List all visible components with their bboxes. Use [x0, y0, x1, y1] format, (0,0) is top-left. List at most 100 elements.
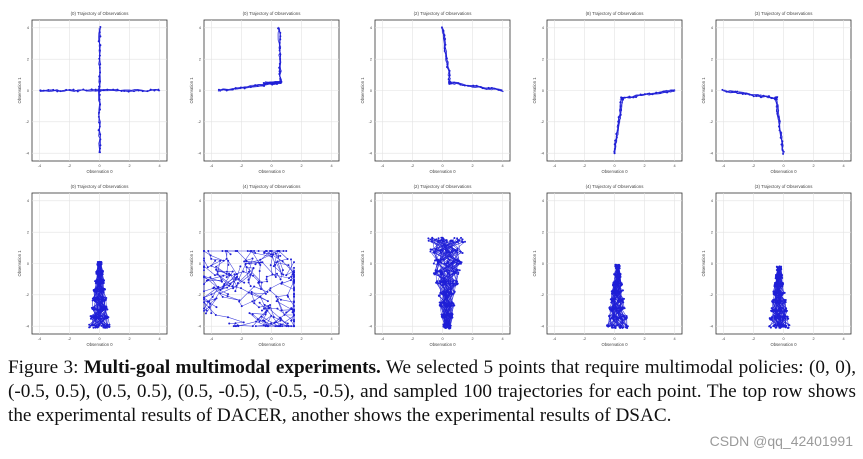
trajectory-point — [105, 305, 108, 308]
trajectory-point — [624, 326, 627, 329]
trajectory-series — [88, 260, 111, 329]
y-axis-label: Observation 1 — [17, 250, 22, 277]
trajectory-point — [203, 298, 205, 301]
trajectory-point — [456, 237, 459, 240]
trajectory-point — [443, 326, 446, 329]
trajectory-point — [276, 298, 279, 301]
trajectory-point — [616, 299, 619, 302]
trajectory-point — [784, 326, 787, 329]
trajectory-point — [263, 303, 266, 306]
trajectory-point — [773, 285, 776, 288]
trajectory-point — [780, 324, 783, 327]
trajectory-point — [436, 258, 439, 261]
trajectory-point — [608, 306, 611, 309]
y-tick-label: 2 — [27, 230, 29, 234]
trajectory-point — [453, 260, 456, 263]
trajectory-point — [213, 274, 216, 277]
trajectory-point — [244, 263, 247, 266]
y-tick-label: -4 — [541, 324, 544, 328]
trajectory-point — [620, 315, 623, 318]
y-tick-label: -4 — [710, 324, 713, 328]
trajectory-point — [449, 282, 452, 285]
trajectory-point — [224, 249, 227, 252]
trajectory-point — [433, 259, 436, 262]
y-tick-label: -2 — [369, 293, 372, 297]
trajectory-point — [777, 277, 780, 280]
y-axis-label: Observation 1 — [532, 77, 537, 104]
trajectory-point — [448, 292, 451, 295]
trajectory-point — [100, 280, 103, 283]
trajectory-point — [268, 249, 271, 252]
trajectory-point — [233, 273, 236, 276]
trajectory-point — [214, 298, 217, 301]
trajectory-point — [252, 266, 255, 269]
trajectory-point — [438, 294, 441, 297]
trajectory-point — [264, 313, 267, 316]
trajectory-point — [776, 268, 779, 271]
trajectory-point — [250, 290, 253, 293]
trajectory-point — [226, 295, 229, 298]
trajectory-point — [221, 249, 224, 252]
x-tick-label: 4 — [330, 164, 332, 168]
trajectory-point — [246, 249, 249, 252]
trajectory-point — [451, 316, 454, 319]
trajectory-point — [287, 325, 290, 328]
trajectory-point — [623, 297, 626, 300]
trajectory-point — [242, 270, 245, 273]
trajectory-point — [441, 249, 444, 252]
trajectory-point — [92, 308, 95, 311]
trajectory-point — [203, 275, 205, 278]
x-axis-label: Observation 0 — [429, 169, 456, 174]
trajectory-point — [773, 282, 776, 285]
y-tick-label: 0 — [27, 262, 29, 266]
trajectory-series — [440, 26, 504, 93]
trajectory-point — [203, 249, 205, 252]
trajectory-point — [96, 316, 99, 319]
trajectory-point — [449, 326, 452, 329]
trajectory-point — [776, 316, 779, 319]
subplot-4: (8) Trajectory of Observations -4 -4 -2 -2 0 0… — [532, 11, 683, 174]
trajectory-point — [276, 260, 279, 263]
y-tick-label: -4 — [198, 151, 201, 155]
trajectory-point — [621, 326, 624, 329]
x-tick-label: 0 — [782, 337, 784, 341]
trajectory-point — [613, 315, 616, 318]
trajectory-point — [620, 317, 623, 320]
trajectory-point — [225, 276, 228, 279]
trajectory-point — [447, 302, 450, 305]
trajectory-point — [778, 300, 781, 303]
trajectory-point — [234, 322, 237, 325]
trajectory-line — [770, 269, 786, 328]
trajectory-point — [217, 285, 220, 288]
trajectory-point — [223, 283, 226, 286]
trajectory-point — [209, 254, 212, 257]
trajectory-point — [783, 315, 786, 318]
subplot-title: (2) Trajectory of Observations — [414, 11, 473, 16]
trajectory-point — [210, 257, 213, 260]
trajectory-point — [259, 261, 262, 264]
trajectory-point — [245, 260, 248, 263]
trajectory-point — [773, 325, 776, 328]
trajectory-point — [263, 250, 266, 253]
trajectory-point — [772, 309, 775, 312]
trajectory-point — [236, 275, 239, 278]
trajectory-point — [461, 251, 464, 254]
trajectory-point — [264, 311, 267, 314]
trajectory-point — [270, 255, 273, 258]
trajectory-series — [613, 89, 676, 155]
trajectory-point — [108, 325, 111, 328]
trajectory-point — [272, 265, 275, 268]
y-tick-label: 4 — [27, 199, 29, 203]
trajectory-point — [442, 315, 445, 318]
trajectory-point — [105, 296, 108, 299]
trajectory-point — [239, 287, 242, 290]
trajectory-point — [96, 264, 99, 267]
x-tick-label: -4 — [38, 164, 41, 168]
subplot-3: (2) Trajectory of Observations -4 -4 -2 -2 0 0… — [360, 11, 511, 174]
x-axis-label: Observation 0 — [86, 342, 113, 347]
trajectory-point — [778, 283, 781, 286]
trajectory-point — [616, 307, 619, 310]
trajectory-point — [611, 292, 614, 295]
trajectory-point — [287, 264, 290, 267]
trajectory-point — [610, 317, 613, 320]
